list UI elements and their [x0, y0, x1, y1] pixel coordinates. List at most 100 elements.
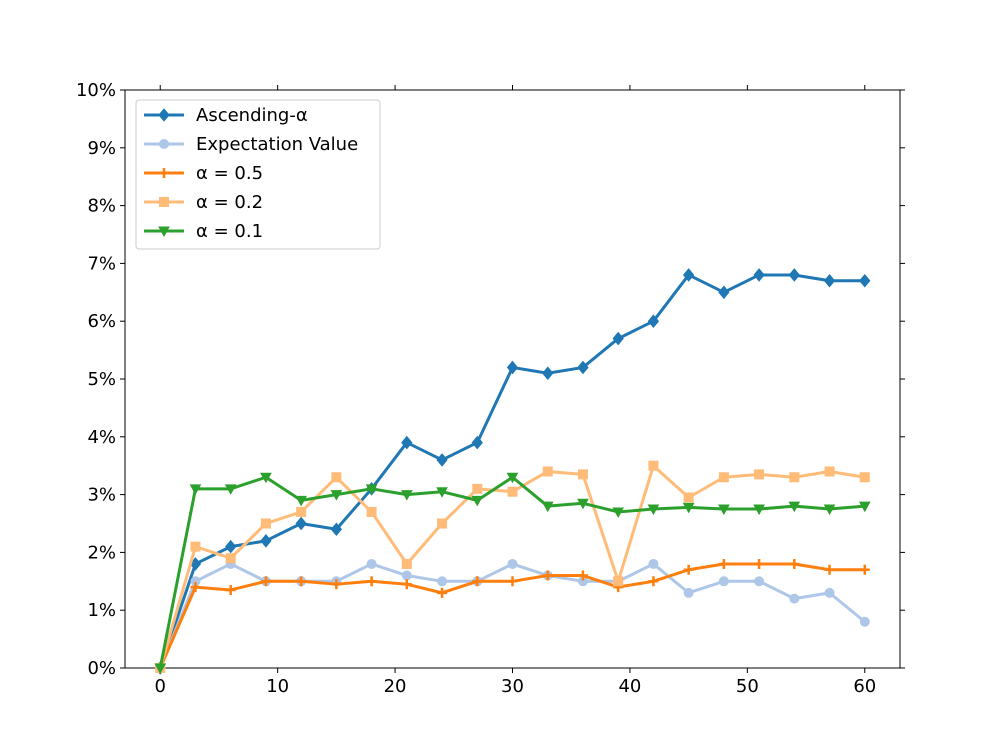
y-tick-label: 3% [87, 485, 116, 506]
data-point [612, 331, 624, 346]
data-point [260, 472, 272, 484]
data-point [577, 360, 589, 375]
data-point [682, 502, 695, 514]
data-point [754, 576, 765, 587]
series-group [154, 268, 871, 675]
y-tick-label: 5% [87, 369, 116, 390]
data-point [189, 484, 202, 495]
data-point [471, 435, 483, 450]
data-point [647, 504, 660, 516]
x-tick-label: 10 [266, 676, 289, 697]
data-point [718, 285, 730, 300]
data-point [296, 506, 307, 517]
data-point [648, 576, 659, 587]
x-tick-label: 40 [618, 676, 641, 697]
x-tick-label: 50 [736, 676, 759, 697]
data-point [330, 490, 343, 501]
data-point [753, 504, 765, 516]
data-point [788, 501, 801, 513]
series-4 [154, 472, 871, 675]
data-point [859, 472, 870, 483]
data-point [436, 487, 448, 498]
data-point [754, 469, 765, 480]
data-point [542, 570, 553, 581]
data-point [506, 472, 519, 484]
data-point [824, 587, 835, 598]
legend-entry: α = 0.2 [144, 192, 263, 213]
data-point [472, 483, 483, 494]
data-point [190, 541, 201, 552]
data-point [753, 268, 765, 282]
data-point [542, 366, 554, 381]
data-point [683, 564, 694, 575]
data-point [789, 558, 800, 569]
data-point [682, 268, 695, 282]
y-tick-label: 2% [87, 542, 116, 563]
y-tick-label: 0% [87, 658, 116, 679]
data-point [577, 469, 588, 480]
data-point [225, 553, 236, 564]
data-point [225, 539, 237, 554]
legend-label: α = 0.2 [196, 192, 263, 213]
data-point [400, 490, 413, 501]
data-point [788, 268, 800, 282]
data-point [718, 576, 729, 587]
data-point [647, 314, 660, 328]
series-2 [155, 558, 870, 673]
legend-entry: α = 0.5 [144, 163, 263, 184]
legend-marker [158, 108, 170, 122]
data-point [295, 495, 307, 507]
data-point [859, 564, 870, 575]
data-point [754, 558, 765, 569]
legend-label: Ascending-α [196, 105, 308, 126]
data-point [401, 435, 413, 450]
data-point [225, 584, 236, 595]
x-tick-label: 30 [501, 676, 524, 697]
data-point [330, 522, 343, 537]
data-point [577, 570, 588, 581]
data-point [296, 576, 307, 587]
data-point [437, 587, 448, 598]
legend-marker [159, 168, 169, 178]
data-point [471, 495, 484, 507]
data-point [612, 507, 625, 518]
data-point [437, 576, 448, 587]
data-point [858, 501, 871, 513]
data-point [648, 558, 659, 569]
data-point [401, 570, 412, 581]
data-point [154, 663, 167, 675]
data-point [366, 558, 377, 569]
data-point [789, 472, 800, 483]
data-point [859, 273, 871, 288]
y-tick-label: 7% [87, 253, 116, 274]
x-tick-label: 20 [384, 676, 407, 697]
data-point [472, 576, 483, 587]
y-tick-label: 1% [87, 600, 116, 621]
data-point [823, 273, 836, 288]
data-point [401, 579, 412, 590]
data-point [260, 518, 271, 529]
data-point [541, 501, 554, 513]
data-point [331, 579, 342, 590]
legend: Ascending-α Expectation Value α = 0.5 α = 0… [135, 99, 381, 250]
data-point [718, 558, 729, 569]
series-0 [154, 268, 871, 675]
data-point [613, 576, 624, 587]
y-tick-label: 8% [87, 196, 116, 217]
data-point [436, 453, 448, 467]
legend-entry: Ascending-α [144, 105, 308, 126]
y-tick-label: 10% [76, 80, 116, 101]
data-point [507, 576, 518, 587]
data-point [683, 587, 694, 598]
data-point [577, 498, 589, 510]
legend-marker [158, 226, 170, 238]
data-point [648, 460, 659, 471]
data-point [366, 576, 377, 587]
data-point [331, 472, 342, 483]
data-point [506, 360, 519, 375]
data-point [507, 486, 518, 497]
data-point [824, 466, 835, 477]
legend-label: α = 0.5 [196, 163, 263, 184]
legend-label: Expectation Value [196, 134, 358, 155]
